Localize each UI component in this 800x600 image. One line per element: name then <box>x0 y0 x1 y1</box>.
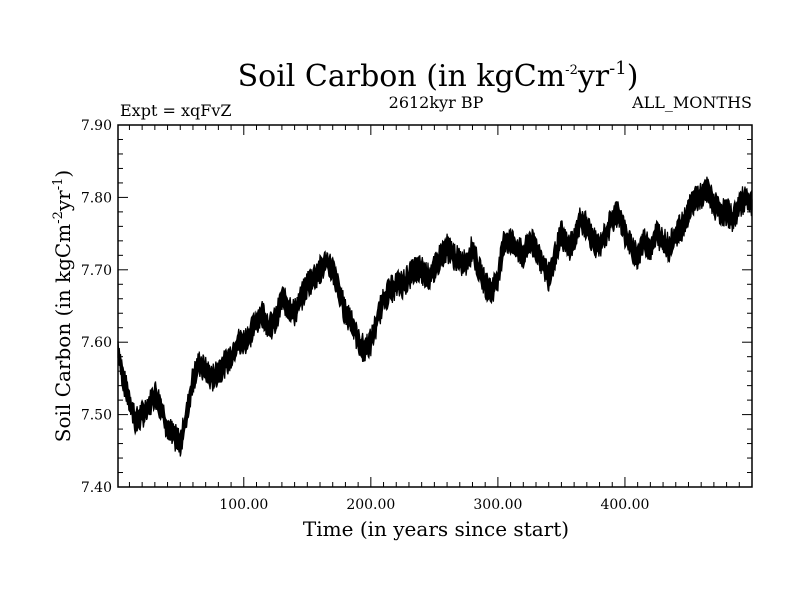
x-tick-label: 100.00 <box>219 497 268 513</box>
x-axis-ticks: 100.00 200.00 300.00 400.00 <box>219 497 649 513</box>
y-tick-label: 7.50 <box>81 408 112 424</box>
period-label: 2612kyr BP <box>389 93 484 112</box>
plot-frame <box>117 124 753 488</box>
x-tick-label: 200.00 <box>346 497 395 513</box>
y-tick-label: 7.80 <box>81 190 112 206</box>
y-tick-label: 7.60 <box>81 335 112 351</box>
series-group <box>117 176 753 457</box>
y-tick-label: 7.40 <box>81 480 112 496</box>
minor-ticks <box>118 125 752 487</box>
y-tick-label: 7.90 <box>81 118 112 134</box>
y-axis-label: Soil Carbon (in kgCm-2yr-1) <box>51 170 75 442</box>
y-tick-label: 7.70 <box>81 263 112 279</box>
x-axis-label: Time (in years since start) <box>303 517 569 541</box>
experiment-label: Expt = xqFvZ <box>120 101 231 120</box>
soil-carbon-band <box>117 176 753 457</box>
x-tick-label: 400.00 <box>600 497 649 513</box>
chart-title: Soil Carbon (in kgCm-2yr-1) <box>238 58 639 94</box>
x-tick-label: 300.00 <box>473 497 522 513</box>
months-label: ALL_MONTHS <box>631 93 752 112</box>
y-axis-ticks: 7.40 7.50 7.60 7.70 7.80 7.90 <box>81 118 112 496</box>
